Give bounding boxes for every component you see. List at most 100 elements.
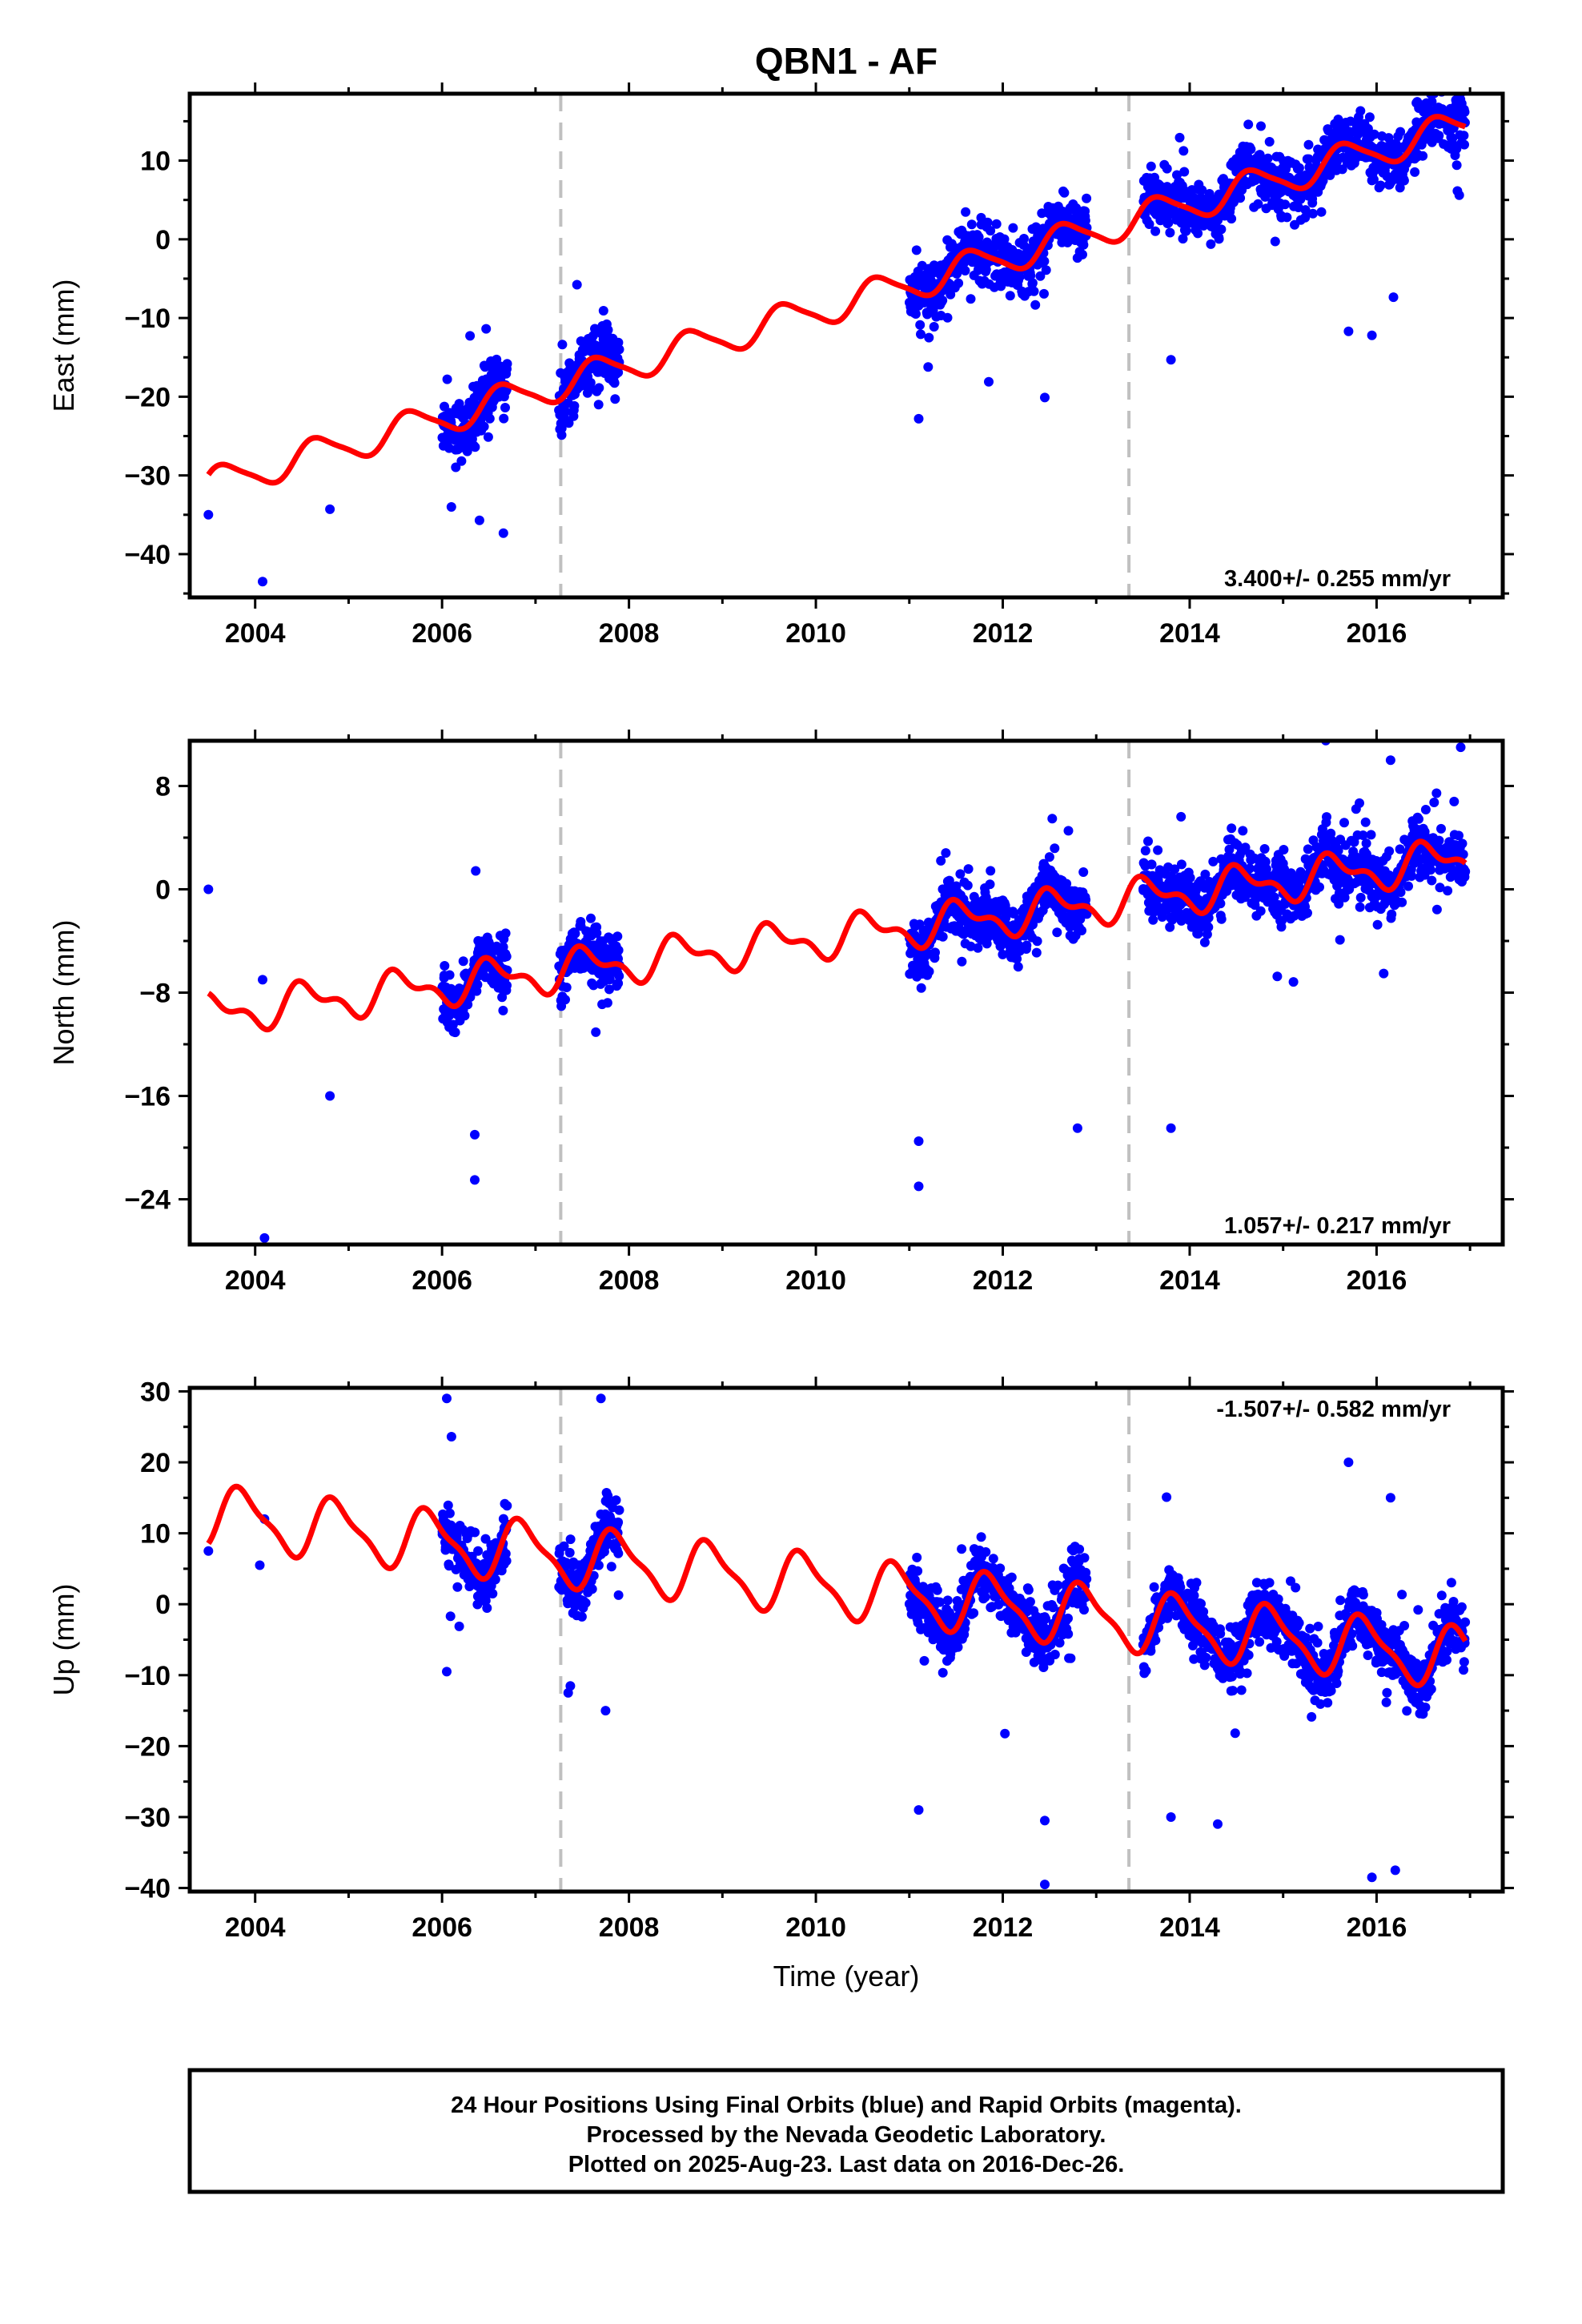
data-point-1506 <box>1375 180 1386 191</box>
data-point-994 <box>1191 1578 1202 1588</box>
data-point-1488 <box>1369 129 1379 139</box>
data-point-1743 <box>258 577 267 587</box>
data-point-38 <box>451 462 461 472</box>
data-point-1192 <box>1263 153 1273 163</box>
data-point-444 <box>938 1667 948 1678</box>
data-point-1236 <box>1279 845 1289 854</box>
data-point-1296 <box>1300 212 1311 223</box>
data-point-616 <box>1000 1728 1010 1739</box>
data-point-726 <box>1039 256 1050 267</box>
data-point-148 <box>490 1574 500 1585</box>
data-point-541 <box>973 943 983 953</box>
data-point-1330 <box>1312 1638 1323 1648</box>
data-point-1221 <box>1273 1594 1283 1604</box>
north-x-tick-label-2014: 2014 <box>1159 1265 1220 1296</box>
data-point-1745 <box>474 515 484 525</box>
north-y-tick-label-8: 8 <box>155 771 171 802</box>
data-point-1197 <box>1264 137 1275 147</box>
data-point-1739 <box>1460 139 1469 150</box>
data-point-797 <box>1065 922 1075 932</box>
data-point-1027 <box>1203 913 1214 923</box>
data-point-1173 <box>1256 121 1266 131</box>
data-point-438 <box>936 855 946 866</box>
data-point-669 <box>1019 234 1029 243</box>
data-point-576 <box>986 866 996 876</box>
data-point-694 <box>1027 278 1038 288</box>
east-y-tick-label-10: 10 <box>140 147 171 177</box>
data-point-694 <box>1028 919 1038 930</box>
data-point-1332 <box>1313 1622 1323 1631</box>
data-point-876 <box>1149 1582 1159 1592</box>
data-point-1085 <box>1224 844 1235 854</box>
data-point-1450 <box>1355 106 1366 116</box>
east-data-points <box>203 94 1470 587</box>
data-point-788 <box>1062 879 1072 889</box>
data-point-1448 <box>1355 902 1365 912</box>
data-point-800 <box>1066 1653 1076 1663</box>
data-point-872 <box>1148 915 1158 925</box>
north-model-curve <box>207 838 1468 1033</box>
data-point-1388 <box>1333 846 1343 856</box>
data-point-1016 <box>1199 1660 1210 1671</box>
data-point-1648 <box>1427 96 1437 107</box>
data-point-487 <box>954 278 964 288</box>
data-point-196 <box>559 1541 569 1551</box>
data-point-1196 <box>1264 1578 1275 1588</box>
data-point-7 <box>440 961 450 971</box>
data-point-1514 <box>1379 968 1389 979</box>
data-point-1750 <box>1166 355 1176 365</box>
data-point-338 <box>610 394 620 404</box>
data-point-93 <box>471 866 481 876</box>
data-point-371 <box>911 245 921 255</box>
data-point-422 <box>930 947 940 958</box>
data-point-169 <box>498 1005 508 1015</box>
east-rate-label: 3.400+/- 0.255 mm/yr <box>1224 566 1451 592</box>
data-point-341 <box>611 1495 621 1506</box>
data-point-997 <box>1192 1630 1203 1640</box>
data-point-844 <box>1082 1574 1092 1584</box>
east-y-tick-label--40: −40 <box>124 540 171 570</box>
data-point-976 <box>1185 873 1195 883</box>
data-point-1009 <box>1197 185 1207 195</box>
data-point-128 <box>483 432 493 442</box>
data-point-575 <box>985 879 995 890</box>
data-point-1006 <box>1196 1598 1206 1609</box>
data-point-867 <box>1146 161 1156 171</box>
data-point-1212 <box>1270 236 1280 247</box>
data-point-715 <box>1035 271 1046 281</box>
data-point-14 <box>442 374 452 384</box>
data-point-1631 <box>1420 805 1431 814</box>
data-point-348 <box>613 1590 624 1600</box>
data-point-688 <box>1026 271 1036 281</box>
data-point-403 <box>923 362 934 372</box>
data-point-1471 <box>1363 123 1373 134</box>
data-point-1269 <box>1291 1582 1301 1593</box>
data-point-1218 <box>1272 971 1283 982</box>
data-point-677 <box>1022 940 1032 951</box>
data-point-496 <box>957 1544 967 1554</box>
data-point-1746 <box>446 502 456 512</box>
data-point-405 <box>924 332 934 343</box>
data-point-1297 <box>1300 205 1311 215</box>
data-point-832 <box>1078 249 1087 259</box>
data-point-1528 <box>1383 133 1394 143</box>
data-point-1095 <box>1227 1686 1238 1696</box>
data-point-1122 <box>1238 826 1248 836</box>
data-point-278 <box>588 980 599 991</box>
data-point-122 <box>481 324 492 334</box>
data-point-1464 <box>1360 817 1371 827</box>
data-point-615 <box>999 234 1010 244</box>
data-point-1747 <box>470 1175 480 1185</box>
data-point-631 <box>1005 291 1015 301</box>
data-point-1165 <box>1253 199 1263 209</box>
data-point-392 <box>919 1655 930 1666</box>
data-point-1119 <box>1236 1685 1247 1695</box>
data-point-77 <box>465 331 476 341</box>
data-point-486 <box>953 1642 963 1652</box>
north-data-points <box>203 741 1471 1243</box>
data-point-824 <box>1074 1544 1085 1554</box>
data-point-1737 <box>1459 131 1469 141</box>
data-point-1736 <box>1458 849 1468 859</box>
data-point-1671 <box>1435 883 1445 893</box>
data-point-1406 <box>1339 892 1350 903</box>
